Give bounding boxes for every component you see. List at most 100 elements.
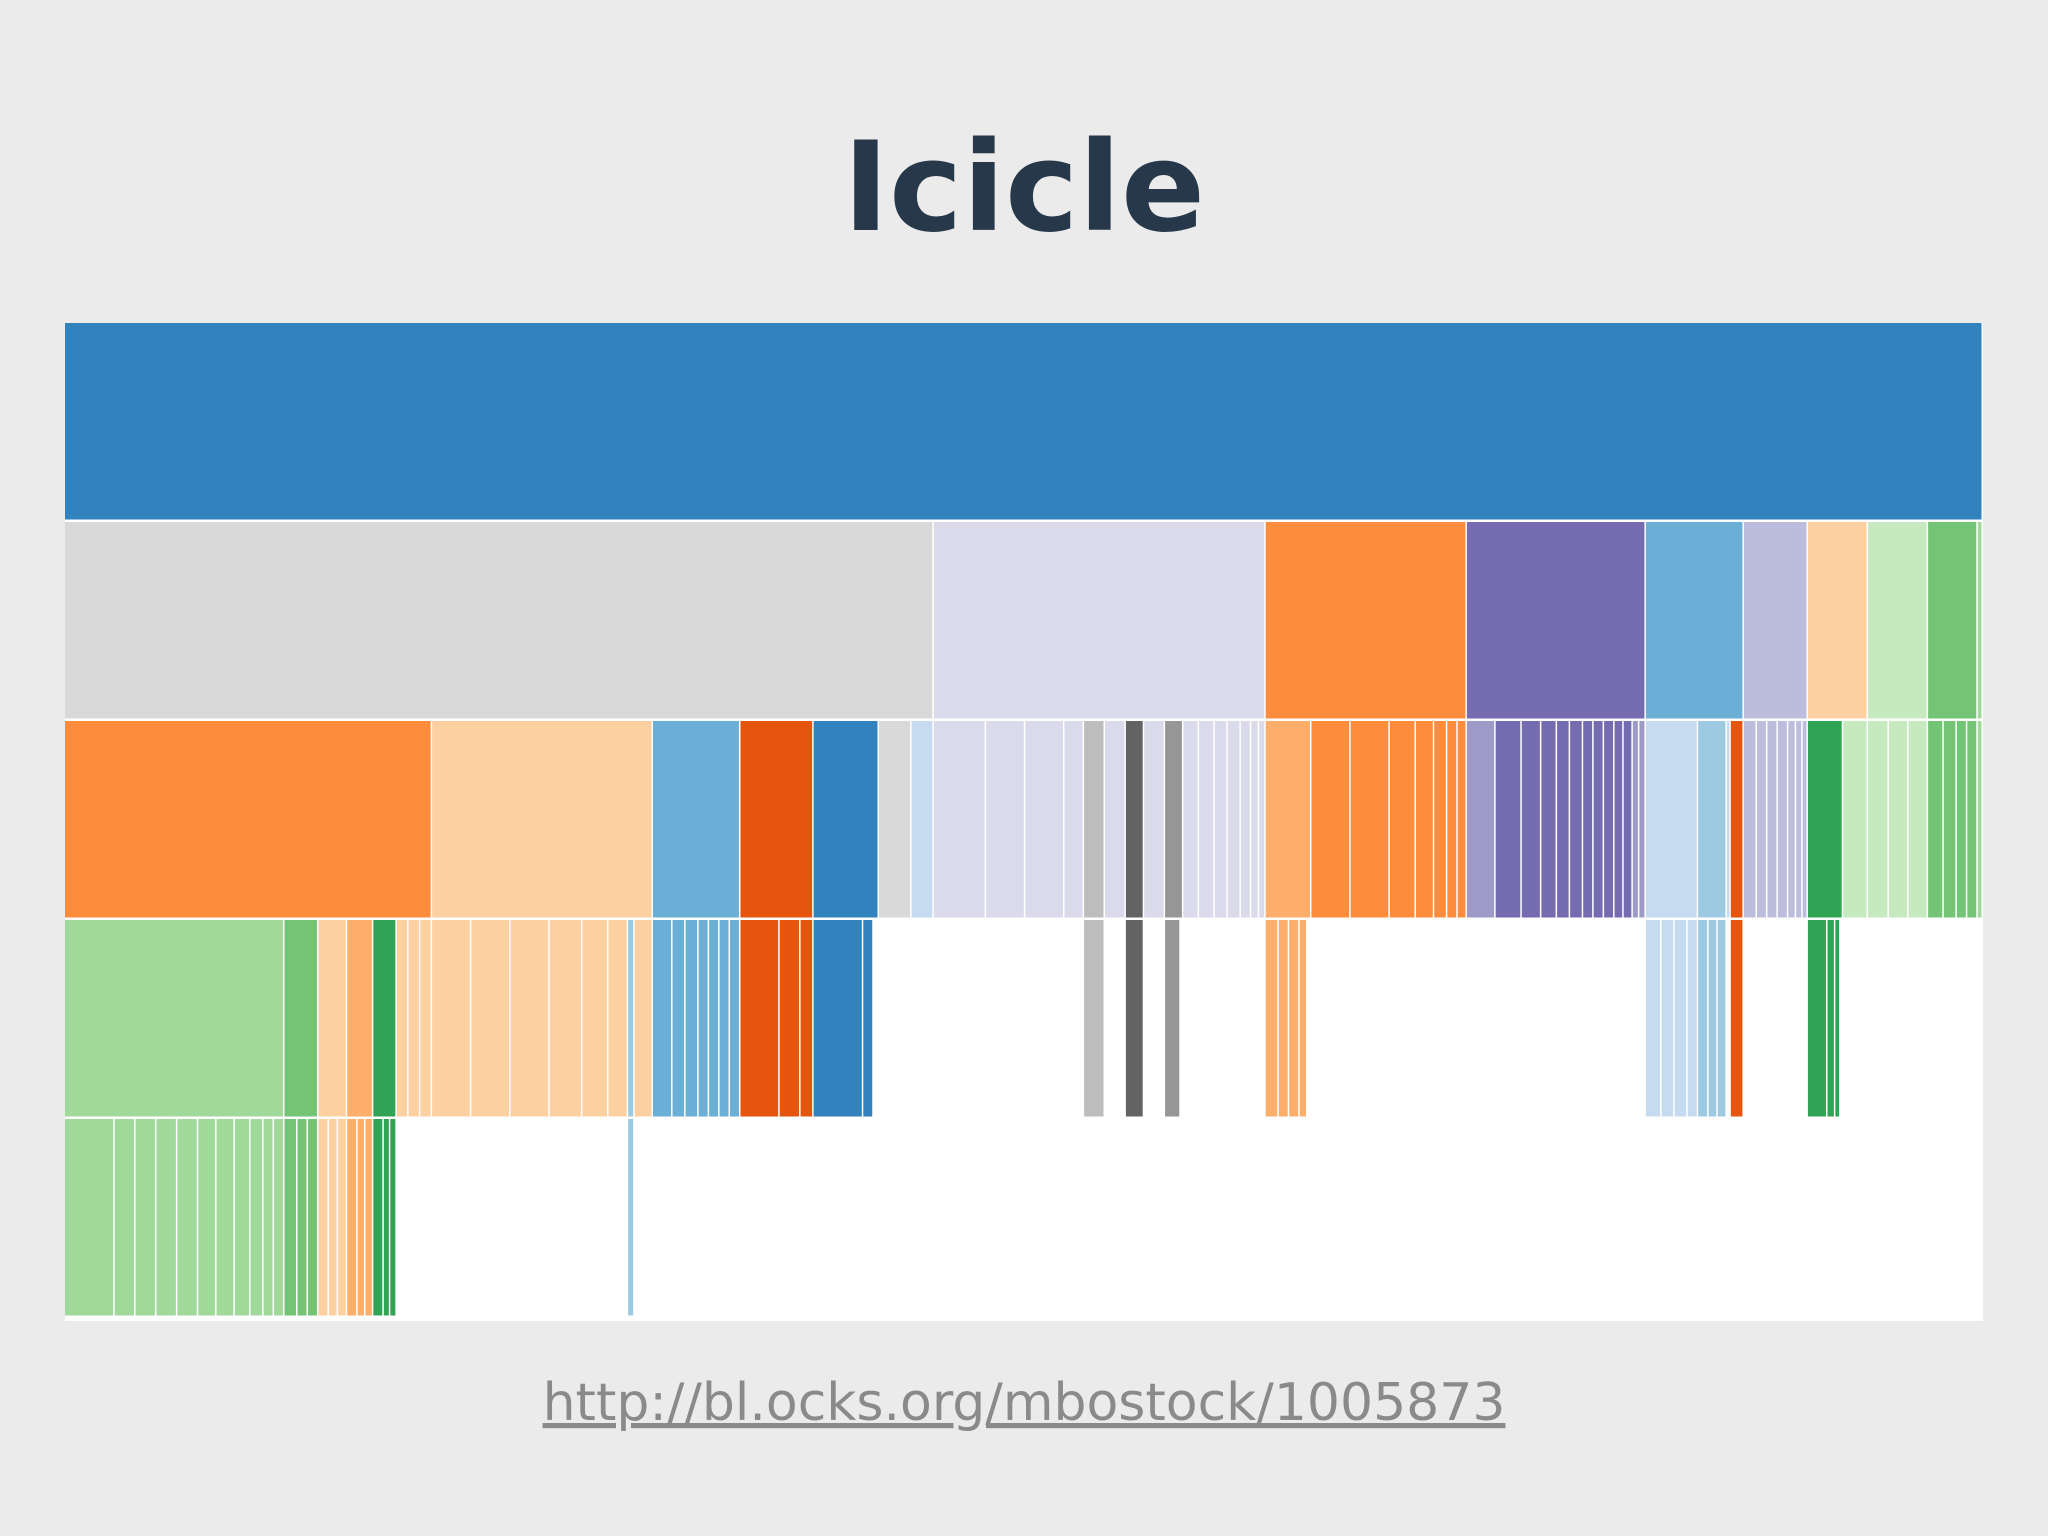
cell xyxy=(365,1119,372,1316)
cell xyxy=(1125,721,1143,918)
cell xyxy=(284,1119,297,1316)
cell xyxy=(216,1119,234,1316)
cell xyxy=(1756,721,1766,918)
cell xyxy=(1730,721,1743,918)
cell xyxy=(608,920,627,1117)
cell xyxy=(1743,721,1756,918)
cell xyxy=(65,1119,114,1316)
cell xyxy=(1908,721,1927,918)
cell xyxy=(1583,721,1593,918)
cell xyxy=(652,721,739,918)
source-link[interactable]: http://bl.ocks.org/mbostock/1005873 xyxy=(543,1373,1506,1433)
cell xyxy=(250,1119,263,1316)
cell xyxy=(685,920,698,1117)
cell xyxy=(1570,721,1582,918)
slide-title: Icicle xyxy=(843,116,1205,260)
cell xyxy=(156,1119,176,1316)
cell xyxy=(813,920,862,1117)
cell xyxy=(1708,920,1717,1117)
cell xyxy=(1299,920,1307,1117)
cell xyxy=(1289,920,1299,1117)
cell xyxy=(1687,920,1697,1117)
cell xyxy=(1928,721,1943,918)
cell xyxy=(1183,721,1198,918)
cell xyxy=(628,1119,634,1316)
cell xyxy=(1888,721,1908,918)
cell xyxy=(1726,721,1730,918)
cell xyxy=(740,920,779,1117)
cell xyxy=(1495,721,1521,918)
cell xyxy=(1457,721,1466,918)
cell xyxy=(1084,721,1104,918)
cell xyxy=(719,920,729,1117)
cell xyxy=(1730,920,1743,1117)
cell xyxy=(1943,721,1956,918)
cell xyxy=(1165,721,1182,918)
cell xyxy=(1674,920,1687,1117)
cell xyxy=(338,1119,346,1316)
cell xyxy=(373,1119,383,1316)
cell xyxy=(328,1119,337,1316)
cell xyxy=(1557,721,1569,918)
cell xyxy=(582,920,608,1117)
cell xyxy=(1447,721,1457,918)
cell xyxy=(1214,721,1227,918)
cell xyxy=(1240,721,1250,918)
cell xyxy=(1614,721,1623,918)
cell xyxy=(1604,721,1614,918)
cell xyxy=(1466,522,1645,719)
cell xyxy=(1977,522,1982,719)
cell xyxy=(1415,721,1433,918)
root-cell xyxy=(65,323,1982,520)
cell xyxy=(65,920,283,1117)
cell xyxy=(284,920,317,1117)
cell xyxy=(177,1119,197,1316)
cell xyxy=(740,721,813,918)
cell xyxy=(1743,522,1807,719)
cell xyxy=(1843,721,1867,918)
cell xyxy=(1645,920,1661,1117)
cell xyxy=(432,721,652,918)
cell xyxy=(1165,920,1180,1117)
cell xyxy=(1868,522,1927,719)
cell xyxy=(1265,522,1466,719)
cell xyxy=(1265,721,1310,918)
cell xyxy=(1698,721,1726,918)
cell xyxy=(779,920,800,1117)
cell xyxy=(1064,721,1083,918)
cell xyxy=(652,920,672,1117)
cell xyxy=(114,1119,135,1316)
cell xyxy=(1717,920,1726,1117)
cell xyxy=(318,1119,328,1316)
cell xyxy=(65,522,933,719)
cell xyxy=(308,1119,317,1316)
cell xyxy=(274,1119,283,1316)
cell xyxy=(1593,721,1603,918)
cell xyxy=(1661,920,1674,1117)
cell xyxy=(1389,721,1415,918)
cell xyxy=(933,522,1265,719)
cell xyxy=(1956,721,1966,918)
cell xyxy=(1259,721,1265,918)
cell xyxy=(1698,920,1708,1117)
cell xyxy=(933,721,985,918)
cell xyxy=(1807,920,1827,1117)
cell xyxy=(1541,721,1556,918)
cell xyxy=(878,721,911,918)
cell xyxy=(1967,721,1977,918)
cell xyxy=(1623,721,1632,918)
cell xyxy=(1144,721,1164,918)
cell xyxy=(1125,920,1143,1117)
cell xyxy=(1434,721,1446,918)
cell xyxy=(1777,721,1787,918)
cell xyxy=(1227,721,1240,918)
cell xyxy=(1835,920,1840,1117)
cell xyxy=(347,920,372,1117)
cell xyxy=(1977,721,1982,918)
cell xyxy=(1827,920,1834,1117)
cell xyxy=(420,920,431,1117)
cell xyxy=(634,920,652,1117)
cell xyxy=(510,920,549,1117)
